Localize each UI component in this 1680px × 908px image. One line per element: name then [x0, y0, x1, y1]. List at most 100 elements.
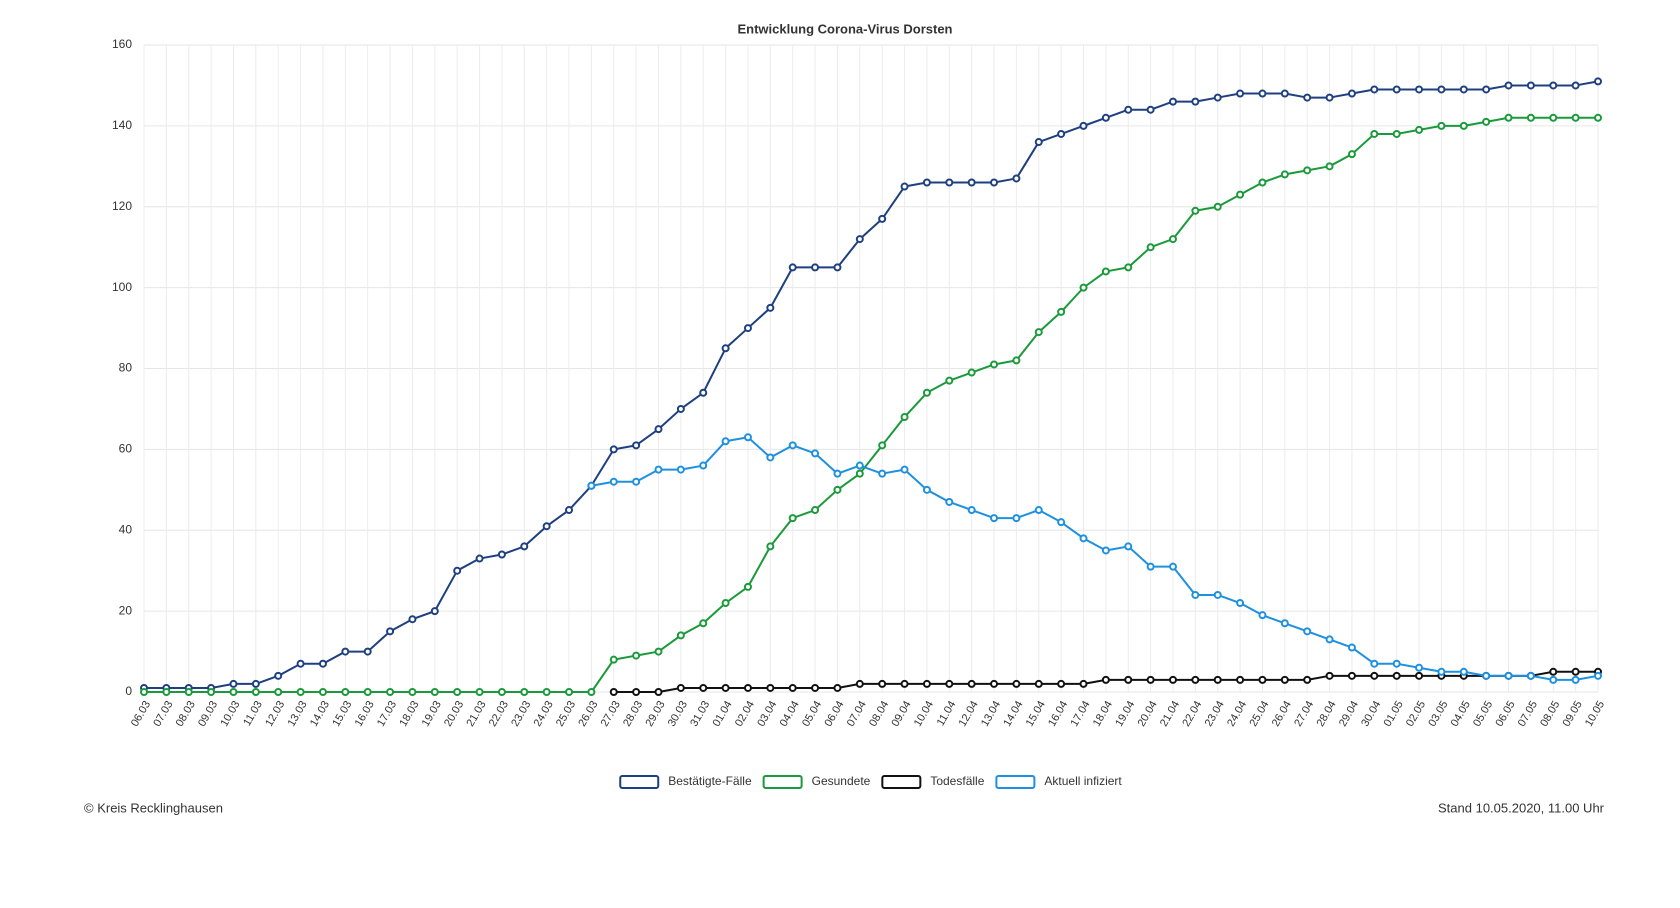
x-tick-label: 16.04: [1046, 699, 1070, 729]
point: [1280, 619, 1289, 628]
point: [1482, 117, 1491, 126]
series-line: [591, 436, 1599, 681]
x-tick-label: 26.04: [1270, 699, 1294, 729]
x-tick-label: 06.03: [129, 699, 153, 729]
point: [341, 688, 350, 696]
point: [1034, 506, 1043, 515]
point: [990, 679, 999, 688]
point: [945, 376, 954, 385]
x-tick-label: 29.04: [1337, 699, 1361, 729]
point: [1213, 202, 1222, 211]
y-tick-label: 120: [112, 199, 132, 213]
point: [296, 659, 305, 668]
point: [1303, 675, 1312, 684]
point: [1303, 166, 1312, 175]
point: [475, 554, 484, 563]
point: [1526, 113, 1535, 122]
legend-swatch: [762, 775, 803, 789]
point: [430, 688, 439, 696]
point: [274, 671, 283, 680]
point: [1168, 235, 1177, 244]
point: [699, 683, 708, 692]
point: [967, 178, 976, 187]
x-tick-label: 15.04: [1024, 699, 1048, 729]
point: [1213, 590, 1222, 599]
x-tick-label: 13.03: [286, 699, 310, 729]
point: [1258, 178, 1267, 187]
point: [878, 214, 887, 223]
x-tick-label: 18.04: [1091, 699, 1115, 729]
point: [1213, 93, 1222, 102]
y-tick-label: 0: [125, 684, 132, 698]
point: [430, 607, 439, 616]
point: [1370, 671, 1379, 680]
point: [1057, 679, 1066, 688]
point: [1347, 643, 1356, 652]
point: [1034, 679, 1043, 688]
x-tick-label: 01.04: [711, 699, 735, 729]
point: [632, 651, 641, 660]
point: [945, 497, 954, 506]
point: [990, 178, 999, 187]
point: [520, 542, 529, 551]
point: [1504, 81, 1513, 90]
x-tick-label: 07.05: [1516, 699, 1540, 729]
point: [1437, 85, 1446, 94]
point: [1101, 267, 1110, 276]
point: [453, 566, 462, 575]
point: [1079, 679, 1088, 688]
point: [833, 485, 842, 494]
x-tick-label: 08.03: [174, 699, 198, 729]
x-tick-label: 07.04: [845, 699, 869, 729]
point: [878, 679, 887, 688]
point: [1101, 113, 1110, 122]
point: [833, 469, 842, 478]
point: [766, 683, 775, 692]
point: [363, 647, 372, 656]
point: [1504, 671, 1513, 680]
point: [229, 679, 238, 688]
point: [1571, 667, 1580, 676]
x-tick-label: 29.03: [643, 699, 667, 729]
point: [1303, 627, 1312, 636]
point: [1347, 671, 1356, 680]
y-tick-label: 160: [112, 37, 132, 51]
point: [565, 506, 574, 515]
point: [1079, 283, 1088, 292]
point: [520, 688, 529, 696]
point: [1124, 105, 1133, 114]
point: [1236, 599, 1245, 608]
point: [1392, 671, 1401, 680]
y-tick-label: 100: [112, 280, 132, 294]
x-tick-label: 10.03: [218, 699, 242, 729]
point: [1325, 162, 1334, 171]
x-tick-label: 18.03: [397, 699, 421, 729]
x-tick-label: 22.03: [487, 699, 511, 729]
point: [1415, 85, 1424, 94]
x-tick-label: 27.04: [1292, 699, 1316, 729]
point: [1191, 97, 1200, 106]
point: [1012, 356, 1021, 365]
point: [1459, 667, 1468, 676]
x-tick-label: 07.03: [151, 699, 175, 729]
x-tick-label: 25.03: [554, 699, 578, 729]
point: [766, 542, 775, 551]
x-tick-label: 23.04: [1203, 699, 1227, 729]
y-tick-label: 20: [119, 603, 133, 617]
point: [1236, 89, 1245, 98]
point: [1325, 635, 1334, 644]
point: [229, 688, 238, 696]
x-tick-label: 01.05: [1382, 699, 1406, 729]
x-tick-label: 05.04: [800, 699, 824, 729]
point: [1101, 546, 1110, 555]
point: [855, 235, 864, 244]
point: [1437, 667, 1446, 676]
point: [699, 388, 708, 397]
point: [967, 679, 976, 688]
point: [1459, 121, 1468, 130]
x-tick-label: 22.04: [1180, 699, 1204, 729]
legend-label: Todesfälle: [930, 774, 984, 788]
point: [1146, 675, 1155, 684]
point: [811, 449, 820, 458]
